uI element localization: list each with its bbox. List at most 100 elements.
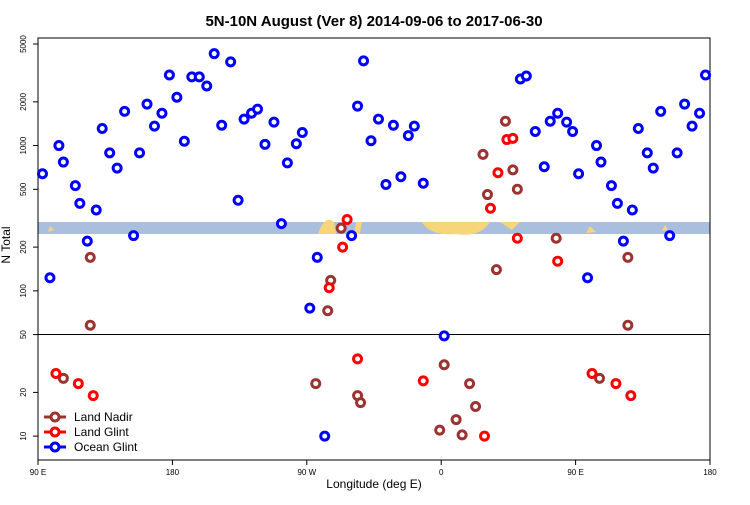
x-tick-label: 90 E [30, 468, 46, 477]
point [69, 180, 81, 192]
point [622, 319, 634, 331]
point [694, 107, 706, 119]
point [201, 80, 213, 92]
point [417, 375, 429, 387]
point [36, 168, 48, 180]
point [275, 218, 287, 230]
y-tick-label: 100 [19, 284, 28, 298]
point [626, 204, 638, 216]
point [193, 71, 205, 83]
map-strip [38, 219, 710, 235]
point [296, 127, 308, 139]
point [387, 119, 399, 131]
point [128, 230, 140, 242]
point [355, 397, 367, 409]
point [544, 115, 556, 127]
legend-label: Land Glint [74, 425, 129, 439]
point [538, 161, 550, 173]
plot-frame [37, 37, 711, 461]
point [134, 147, 146, 159]
point [208, 48, 220, 60]
point [87, 390, 99, 402]
point [507, 164, 519, 176]
point [492, 167, 504, 179]
point [686, 120, 698, 132]
point [490, 264, 502, 276]
point [225, 56, 237, 68]
point [408, 120, 420, 132]
point [499, 115, 511, 127]
point [552, 255, 564, 267]
point [417, 177, 429, 189]
point [511, 232, 523, 244]
point [171, 91, 183, 103]
point [346, 230, 358, 242]
point [335, 222, 347, 234]
point [593, 372, 605, 384]
point [520, 70, 532, 82]
y-tick-label: 2000 [19, 92, 28, 110]
point [450, 414, 462, 426]
x-tick-label: 90 W [297, 468, 316, 477]
point [610, 378, 622, 390]
point [311, 251, 323, 263]
chart-title: 5N-10N August (Ver 8) 2014-09-06 to 2017… [205, 13, 542, 30]
point [72, 378, 84, 390]
point [50, 367, 62, 379]
point [655, 105, 667, 117]
point [81, 235, 93, 247]
point [479, 430, 491, 442]
point [178, 135, 190, 147]
point [477, 148, 489, 160]
point [561, 116, 573, 128]
legend-marker [49, 441, 61, 453]
point [141, 98, 153, 110]
point [625, 390, 637, 402]
point [611, 197, 623, 209]
point [304, 302, 316, 314]
point [119, 105, 131, 117]
point [372, 113, 384, 125]
point [567, 125, 579, 137]
point [57, 372, 69, 384]
point [358, 55, 370, 67]
legend-marker [49, 426, 61, 438]
point [671, 147, 683, 159]
point [238, 113, 250, 125]
point [216, 119, 228, 131]
point [290, 138, 302, 150]
point [281, 157, 293, 169]
point [550, 232, 562, 244]
point [148, 120, 160, 132]
point [310, 378, 322, 390]
point [647, 162, 659, 174]
y-tick-label: 10 [19, 431, 28, 440]
point [605, 180, 617, 192]
point [664, 230, 676, 242]
point [341, 213, 353, 225]
point [163, 69, 175, 81]
x-tick-label: 0 [439, 468, 444, 477]
point [156, 107, 168, 119]
point [259, 138, 271, 150]
y-tick-label: 1000 [19, 136, 28, 154]
point [438, 359, 450, 371]
point [700, 69, 712, 81]
point [434, 424, 446, 436]
point [617, 235, 629, 247]
point [252, 103, 264, 115]
point [622, 251, 634, 263]
point [53, 140, 65, 152]
x-tick-label: 180 [703, 468, 717, 477]
y-tick-label: 200 [19, 240, 28, 254]
point [552, 107, 564, 119]
y-tick-label: 50 [19, 330, 28, 339]
point [352, 100, 364, 112]
point [582, 272, 594, 284]
point [104, 147, 116, 159]
y-tick-label: 500 [19, 182, 28, 196]
point [456, 429, 468, 441]
point [232, 194, 244, 206]
point [395, 171, 407, 183]
